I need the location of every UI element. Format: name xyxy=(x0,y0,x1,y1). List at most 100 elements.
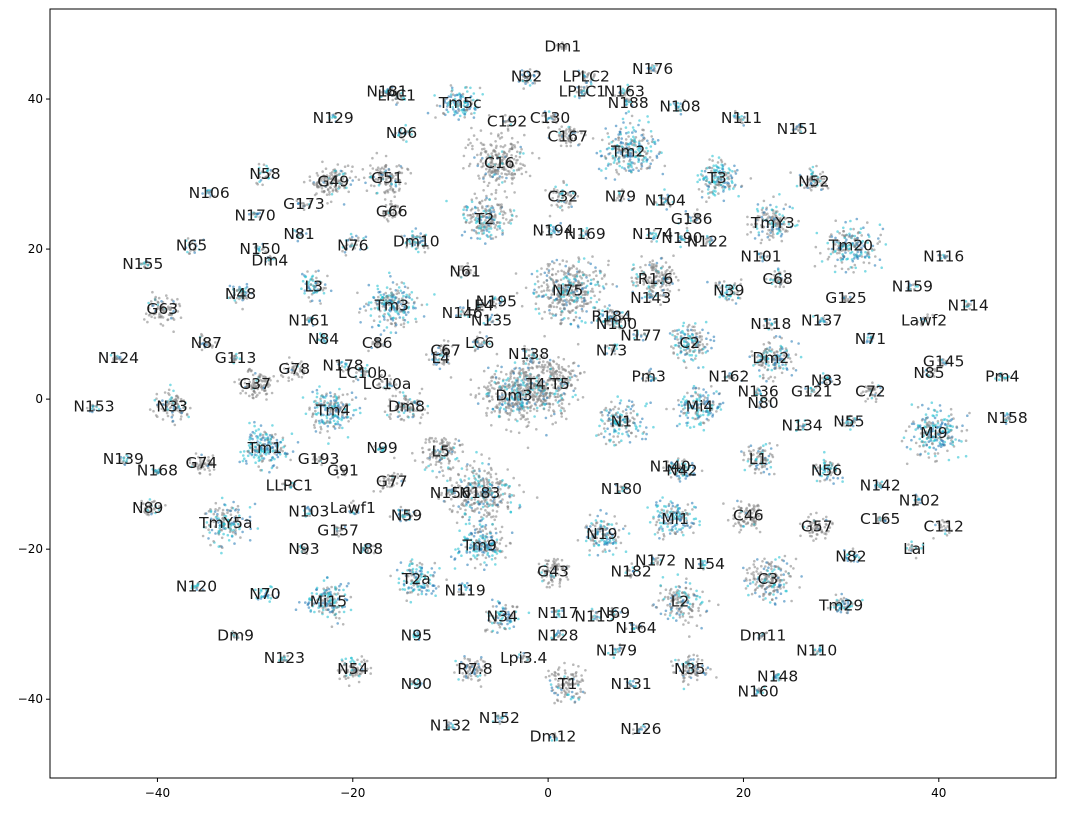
data-point xyxy=(711,154,714,158)
data-point xyxy=(542,281,546,284)
data-point xyxy=(395,292,399,296)
data-point xyxy=(876,242,879,245)
data-point xyxy=(620,148,624,152)
data-point xyxy=(473,156,476,159)
data-point xyxy=(556,270,560,273)
data-point xyxy=(638,142,641,146)
data-point xyxy=(540,365,543,369)
data-point xyxy=(638,119,641,122)
data-point xyxy=(878,258,882,262)
data-point xyxy=(597,298,601,301)
data-point xyxy=(302,180,306,184)
data-point xyxy=(528,84,532,87)
data-point xyxy=(473,111,476,115)
data-point xyxy=(546,365,549,369)
data-point xyxy=(498,155,502,159)
data-point xyxy=(583,86,586,90)
data-point xyxy=(392,316,395,320)
data-point xyxy=(491,175,494,179)
data-point xyxy=(395,165,399,168)
data-point xyxy=(711,179,715,183)
data-point xyxy=(618,90,622,94)
data-point xyxy=(532,292,536,296)
data-point xyxy=(447,95,451,98)
data-point xyxy=(569,144,572,148)
data-point xyxy=(255,181,258,185)
data-point xyxy=(681,324,685,328)
data-point xyxy=(562,181,566,184)
data-point xyxy=(399,289,403,293)
data-point xyxy=(507,172,511,176)
data-point xyxy=(646,139,649,143)
data-point xyxy=(824,182,827,186)
data-point xyxy=(844,220,847,224)
data-point xyxy=(621,117,625,121)
data-point xyxy=(512,209,516,212)
data-point xyxy=(671,333,674,337)
data-point xyxy=(157,296,161,300)
data-point xyxy=(591,137,595,140)
data-point xyxy=(884,243,888,246)
data-point xyxy=(647,142,650,145)
data-point xyxy=(502,119,505,123)
data-point xyxy=(384,164,388,167)
data-point xyxy=(589,262,592,266)
data-point xyxy=(520,73,524,76)
data-point xyxy=(380,91,383,94)
data-point xyxy=(651,138,655,141)
data-point xyxy=(438,104,442,108)
data-point xyxy=(578,142,581,146)
data-point xyxy=(617,136,620,140)
data-point xyxy=(397,90,400,94)
data-point xyxy=(390,317,393,320)
data-point xyxy=(354,175,358,179)
data-point xyxy=(384,154,388,158)
data-point xyxy=(494,197,497,200)
data-point xyxy=(649,162,652,166)
data-point xyxy=(400,281,404,284)
data-point xyxy=(797,123,801,127)
data-point xyxy=(485,205,488,208)
data-point xyxy=(762,343,766,346)
data-point xyxy=(717,192,720,195)
data-point xyxy=(447,103,450,106)
cluster-points xyxy=(696,154,753,203)
data-point xyxy=(386,93,390,96)
data-point xyxy=(809,182,813,185)
data-point xyxy=(851,259,855,263)
data-point xyxy=(799,176,803,180)
data-point xyxy=(476,164,480,168)
data-point xyxy=(443,98,446,101)
data-point xyxy=(652,68,656,71)
data-point xyxy=(569,140,573,143)
data-point xyxy=(151,290,154,294)
data-point xyxy=(821,170,825,174)
data-point xyxy=(399,94,403,98)
data-point xyxy=(494,188,498,192)
data-point xyxy=(351,165,354,168)
data-point xyxy=(867,255,871,259)
data-point xyxy=(515,215,518,218)
data-point xyxy=(625,97,629,101)
data-point xyxy=(514,272,518,275)
data-point xyxy=(572,129,575,132)
data-point xyxy=(585,290,588,294)
data-point xyxy=(356,291,359,295)
data-point xyxy=(564,141,568,145)
data-point xyxy=(543,271,547,275)
data-point xyxy=(567,266,571,270)
data-point xyxy=(746,215,749,219)
data-point xyxy=(625,100,628,103)
data-point xyxy=(573,275,577,279)
data-point xyxy=(469,217,473,220)
data-point xyxy=(510,166,513,170)
data-point xyxy=(505,176,508,180)
data-point xyxy=(471,147,474,151)
data-point xyxy=(607,146,611,150)
data-point xyxy=(567,272,570,276)
data-point xyxy=(712,335,716,339)
data-point xyxy=(624,141,628,145)
data-point xyxy=(655,264,658,267)
data-point xyxy=(263,176,267,179)
data-point xyxy=(516,150,519,154)
